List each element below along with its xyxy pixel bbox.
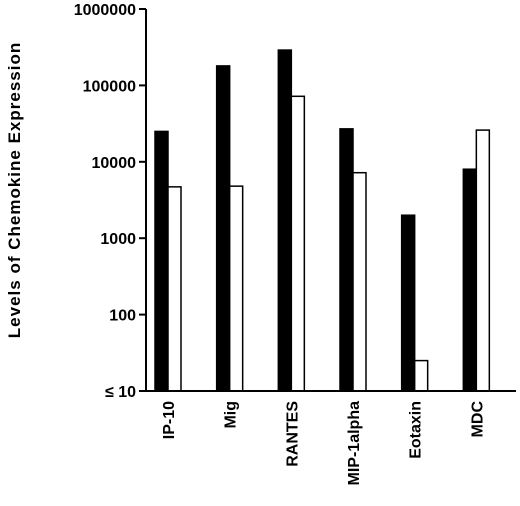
x-labels-group: IP-10 Mig RANTES MIP-1alpha Eotaxin MDC <box>161 401 486 486</box>
x-category-label: MIP-1alpha <box>346 401 363 486</box>
bar-rantes-series-2 <box>290 95 306 392</box>
bar-mdc-series-1 <box>462 168 478 392</box>
bars-group <box>154 49 491 392</box>
bar-eotaxin-series-2 <box>413 359 429 392</box>
y-tick-label: 100 <box>109 308 136 325</box>
x-category-label: MDC <box>469 401 486 438</box>
bar-mig-series-2 <box>228 185 244 392</box>
axes-group <box>145 9 516 392</box>
bar-rantes-series-1 <box>277 49 293 392</box>
y-tick-label: 100000 <box>83 78 136 95</box>
bar-mip-1alpha-series-1 <box>339 128 354 392</box>
bar-ip-10-series-1 <box>154 130 169 392</box>
bar-ip-10-series-2 <box>167 186 182 392</box>
x-category-label: Mig <box>223 401 240 429</box>
x-category-label: RANTES <box>284 401 301 467</box>
y-tick-label: 1000 <box>100 231 136 248</box>
bar-mig-series-1 <box>215 65 231 392</box>
x-category-label: Eotaxin <box>408 401 425 459</box>
bar-mdc-series-2 <box>475 129 491 392</box>
y-axis-title: Levels of Chemokine Expression <box>5 42 24 338</box>
y-tick-label: 1000000 <box>74 2 136 19</box>
bar-eotaxin-series-1 <box>400 214 416 392</box>
x-category-label: IP-10 <box>161 401 178 439</box>
y-tick-label: 10000 <box>92 155 137 172</box>
y-ticks-group: ≤ 10 100 1000 10000 100000 1000000 <box>74 2 146 401</box>
y-tick-label: ≤ 10 <box>105 384 136 401</box>
bar-mip-1alpha-series-2 <box>352 171 367 392</box>
